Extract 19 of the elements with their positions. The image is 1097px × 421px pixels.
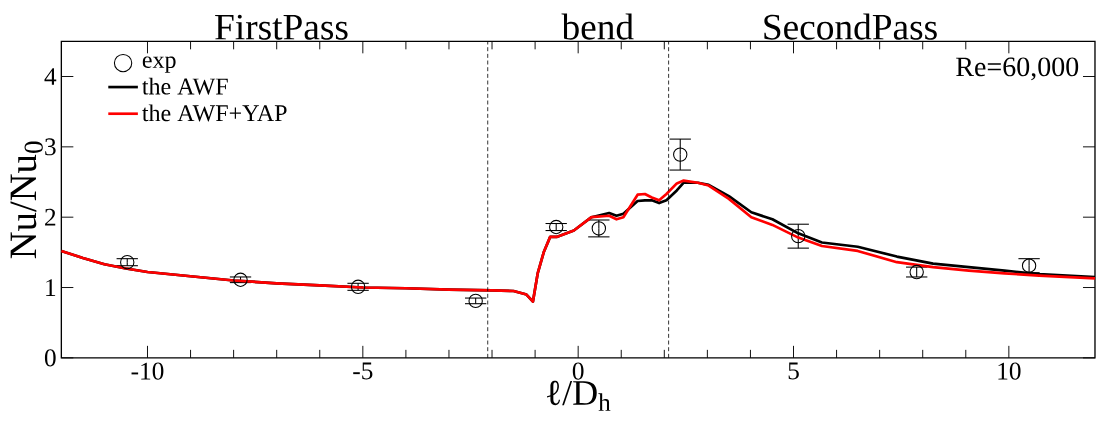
x-tick-label: -5 (353, 362, 373, 380)
y-tick-label: 0 (44, 349, 56, 367)
text: SecondPass (764, 13, 937, 40)
text: FirstPass (215, 14, 348, 40)
y-tick-label: 4 (44, 68, 57, 85)
text: bend (561, 13, 634, 40)
legend-label: the AWF (142, 77, 228, 95)
annotation: Re=60,000 (956, 57, 1079, 81)
y-tick-label: 3 (45, 138, 56, 156)
y-axis-title: Nu/Nu$_{0}$ (10, 141, 43, 259)
legend-label: the AWF+YAP (142, 104, 287, 122)
x-tick-label: -10 (131, 362, 164, 380)
y-tick-label: 1 (46, 279, 56, 296)
x-tick-label: 5 (788, 362, 799, 380)
x-tick-label: 0 (572, 362, 584, 380)
y-tick-label: 2 (45, 208, 56, 226)
x-axis-title: ℓ/D$_{h}$ (547, 380, 611, 411)
legend-label: exp (142, 56, 176, 73)
x-tick-label: 10 (998, 362, 1021, 380)
